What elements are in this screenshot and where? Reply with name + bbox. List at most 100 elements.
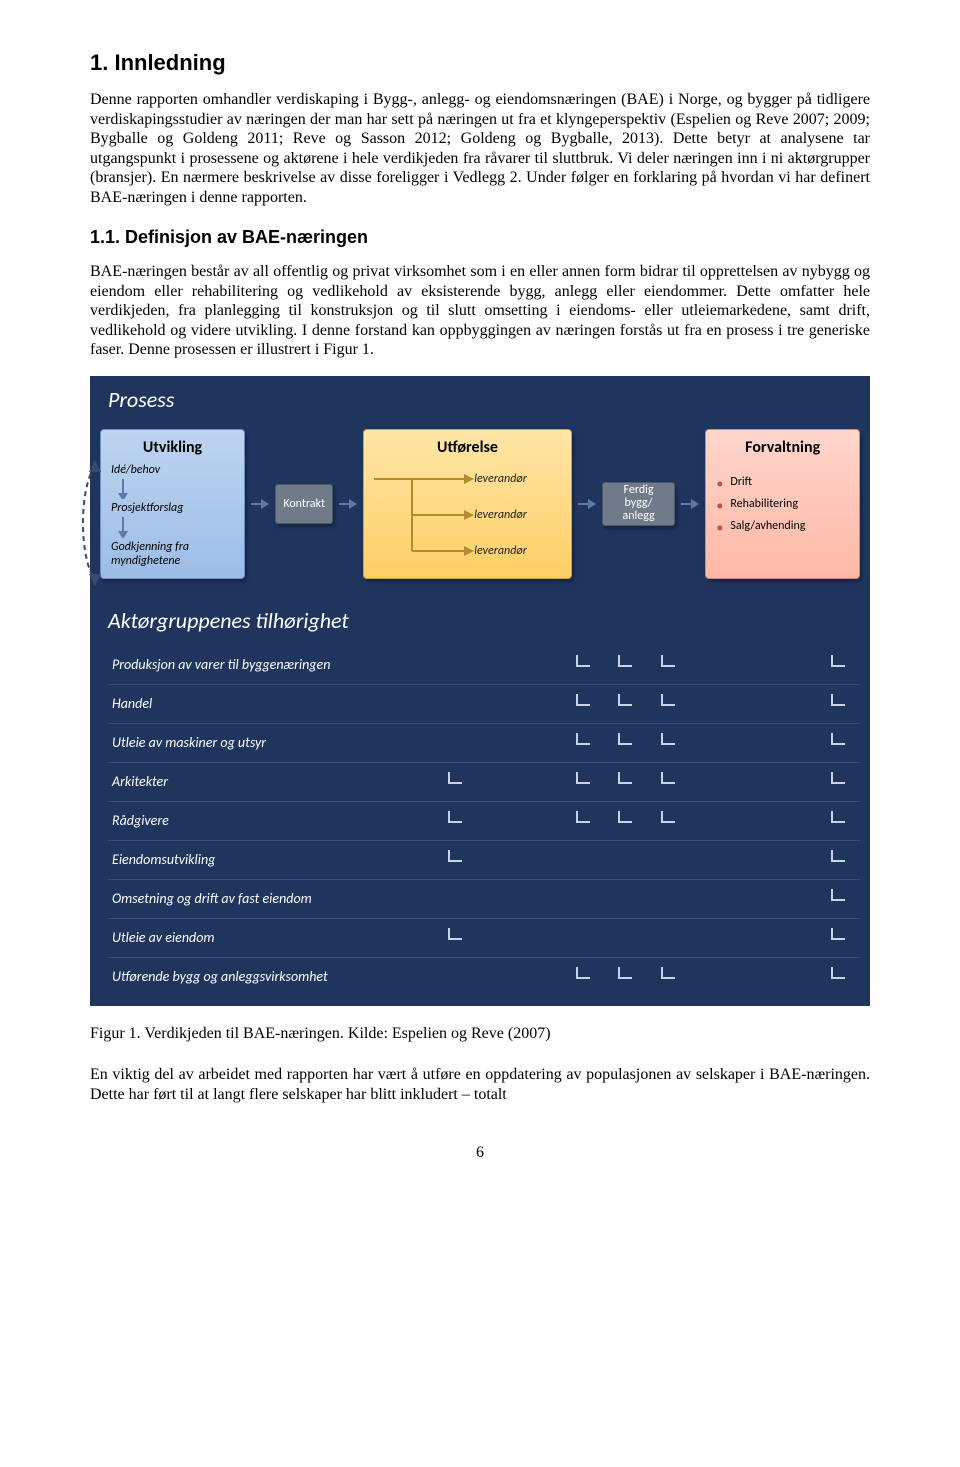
matrix-tick-cell [690, 684, 733, 723]
process-row: Utvikling Idé/behov Prosjektforslag Godk… [90, 423, 870, 597]
ferdig-box: Ferdig bygg/ anlegg [602, 482, 676, 526]
branch-arrow-icon [374, 461, 474, 497]
matrix-tick-cell [817, 723, 860, 762]
matrix-tick-cell [520, 840, 563, 879]
matrix-tick-cell [562, 762, 605, 801]
section-heading-1-1: 1.1. Definisjon av BAE-næringen [90, 227, 870, 248]
matrix-tick-cell [732, 684, 775, 723]
matrix-tick-cell [732, 723, 775, 762]
matrix-tick-cell [477, 762, 520, 801]
matrix-tick-cell [690, 879, 733, 918]
matrix-tick-cell [520, 801, 563, 840]
kontrakt-box: Kontrakt [275, 484, 333, 524]
matrix-row-label: Utførende bygg og anleggsvirksomhet [108, 957, 435, 996]
matrix-tick-cell [605, 918, 648, 957]
tick-mark-icon [576, 655, 592, 671]
matrix-tick-cell [435, 957, 478, 996]
actor-matrix: Produksjon av varer til byggenæringenHan… [90, 644, 870, 996]
matrix-tick-cell [605, 684, 648, 723]
matrix-tick-cell [647, 684, 690, 723]
matrix-tick-cell [817, 801, 860, 840]
matrix-row-label: Utleie av maskiner og utsyr [108, 723, 435, 762]
arrow-dev-to-kontrakt [251, 498, 269, 510]
tick-mark-icon [831, 733, 847, 749]
matrix-tick-cell [605, 723, 648, 762]
down-arrow-icon [117, 517, 129, 538]
tick-mark-icon [448, 772, 464, 788]
tick-mark-icon [831, 850, 847, 866]
matrix-row-label: Handel [108, 684, 435, 723]
matrix-tick-cell [817, 957, 860, 996]
matrix-tick-cell [435, 879, 478, 918]
tick-mark-icon [448, 850, 464, 866]
leverandor-0: leverandør [474, 472, 527, 486]
matrix-tick-cell [647, 723, 690, 762]
matrix-tick-cell [520, 723, 563, 762]
tick-mark-icon [831, 967, 847, 983]
figure-1: Prosess Utvikling Idé/behov Prosjektfors… [90, 376, 870, 1044]
matrix-tick-cell [562, 646, 605, 685]
matrix-tick-cell [817, 762, 860, 801]
matrix-tick-cell [435, 918, 478, 957]
arrow-ferdig-to-mgmt [681, 498, 699, 510]
utvikling-item-0: Idé/behov [111, 463, 234, 477]
matrix-row-label: Rådgivere [108, 801, 435, 840]
matrix-tick-cell [520, 684, 563, 723]
matrix-tick-cell [647, 957, 690, 996]
matrix-tick-cell [647, 801, 690, 840]
tick-mark-icon [661, 694, 677, 710]
matrix-tick-cell [775, 840, 818, 879]
tick-mark-icon [618, 655, 634, 671]
matrix-tick-cell [477, 684, 520, 723]
tick-mark-icon [831, 655, 847, 671]
tick-mark-icon [576, 772, 592, 788]
tick-mark-icon [831, 928, 847, 944]
intro-paragraph: Denne rapporten omhandler verdiskaping i… [90, 90, 870, 207]
branch-arrow-icon [374, 497, 474, 533]
definition-paragraph: BAE-næringen består av all offentlig og … [90, 262, 870, 360]
matrix-tick-cell [520, 879, 563, 918]
matrix-tick-cell [647, 646, 690, 685]
matrix-tick-cell [817, 879, 860, 918]
matrix-tick-cell [775, 957, 818, 996]
matrix-tick-cell [435, 684, 478, 723]
utforelse-title: Utførelse [374, 438, 560, 457]
forvaltning-item-0: Drift [716, 475, 849, 489]
matrix-tick-cell [605, 762, 648, 801]
matrix-tick-cell [732, 918, 775, 957]
tick-mark-icon [618, 811, 634, 827]
matrix-tick-cell [605, 879, 648, 918]
matrix-tick-cell [690, 762, 733, 801]
forvaltning-item-1: Rehabilitering [716, 497, 849, 511]
matrix-tick-cell [817, 684, 860, 723]
matrix-tick-cell [605, 840, 648, 879]
matrix-tick-cell [817, 918, 860, 957]
matrix-row-label: Omsetning og drift av fast eiendom [108, 879, 435, 918]
tick-mark-icon [618, 772, 634, 788]
matrix-row-label: Produksjon av varer til byggenæringen [108, 646, 435, 685]
matrix-tick-cell [562, 684, 605, 723]
tick-mark-icon [576, 694, 592, 710]
process-box-utvikling: Utvikling Idé/behov Prosjektforslag Godk… [100, 429, 245, 579]
matrix-tick-cell [732, 646, 775, 685]
process-box-utforelse: Utførelse leverandør [363, 429, 571, 579]
matrix-tick-cell [732, 801, 775, 840]
matrix-tick-cell [817, 646, 860, 685]
matrix-tick-cell [562, 879, 605, 918]
matrix-tick-cell [690, 840, 733, 879]
matrix-tick-cell [775, 918, 818, 957]
matrix-tick-cell [477, 840, 520, 879]
matrix-tick-cell [775, 879, 818, 918]
matrix-tick-cell [562, 723, 605, 762]
matrix-tick-cell [732, 957, 775, 996]
matrix-tick-cell [647, 879, 690, 918]
tick-mark-icon [576, 811, 592, 827]
matrix-tick-cell [562, 957, 605, 996]
tick-mark-icon [618, 733, 634, 749]
process-box-forvaltning: Forvaltning Drift Rehabilitering Salg/av… [705, 429, 860, 579]
matrix-tick-cell [732, 879, 775, 918]
tick-mark-icon [448, 928, 464, 944]
matrix-tick-cell [775, 684, 818, 723]
matrix-tick-cell [817, 840, 860, 879]
tick-mark-icon [576, 733, 592, 749]
